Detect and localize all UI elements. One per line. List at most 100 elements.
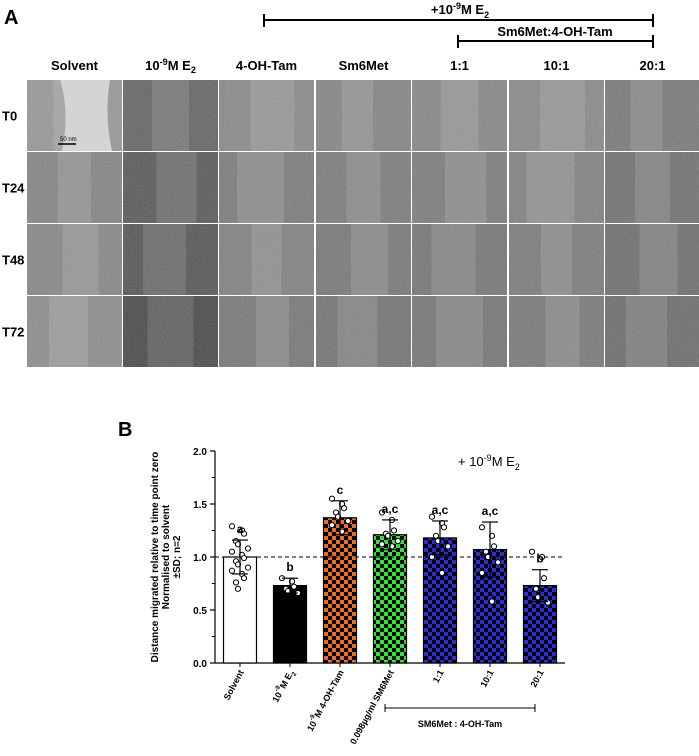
micrograph-tile — [509, 80, 604, 151]
micrograph-tile — [123, 224, 218, 295]
panel-b-label: B — [118, 419, 132, 441]
y-axis-label-line: ±SD; n=2 — [172, 535, 183, 578]
micrograph-tile — [605, 224, 699, 295]
bracket-ratio: Sm6Met:4-OH-Tam — [457, 24, 654, 48]
bar — [422, 537, 458, 664]
micrograph-tile — [316, 80, 411, 151]
micrograph-tile — [219, 80, 314, 151]
data-point — [240, 530, 248, 537]
solvent-t0-scratch: 50 nm — [58, 80, 112, 151]
data-point — [540, 575, 548, 582]
data-point — [340, 505, 348, 512]
x-tick-label: 10-9M E2 — [269, 667, 299, 706]
y-axis-label-line: Distance migrated relative to time point… — [150, 452, 161, 663]
data-point — [244, 545, 252, 552]
micrograph-tile — [123, 80, 218, 151]
column-label: 20:1 — [639, 58, 665, 73]
micrograph-tile — [509, 296, 604, 367]
column-label: 4-OH-Tam — [236, 58, 297, 73]
x-tick-label: 0.098µg/ml SM6Met — [348, 668, 396, 746]
micrograph-grid: 50 nm — [27, 80, 699, 367]
data-point — [428, 513, 436, 520]
x-tick-label: 1:1 — [431, 668, 446, 684]
data-point — [232, 579, 240, 586]
bracket-e2: +10-9M E2 — [263, 1, 654, 27]
significance-label: b — [536, 552, 543, 566]
data-point — [494, 559, 502, 566]
micrograph-tile — [123, 296, 218, 367]
x-tick-label: 10:1 — [478, 668, 495, 689]
data-point — [432, 532, 440, 539]
micrograph-tile — [605, 296, 699, 367]
y-tick-label: 1.5 — [193, 500, 207, 511]
data-point — [328, 522, 336, 529]
micrograph-tile — [27, 296, 122, 367]
data-point — [440, 524, 448, 531]
micrograph-tile — [412, 224, 507, 295]
row-labels: T0 T24 T48 T72 — [2, 109, 25, 340]
column-label: 10-9M E2 — [145, 57, 196, 75]
y-tick-label: 0.0 — [193, 659, 207, 670]
micrograph-tile — [27, 224, 122, 295]
data-point — [234, 585, 242, 592]
data-point — [532, 585, 540, 592]
group-label: SM6Met : 4-OH-Tam — [418, 719, 502, 729]
significance-labels: a b c a,c a,c a,c b — [237, 483, 544, 574]
micrograph-tile — [412, 296, 507, 367]
micrograph-tile — [509, 152, 604, 223]
micrograph-tile — [316, 224, 411, 295]
bar — [272, 585, 308, 664]
micrograph-tile — [219, 296, 314, 367]
data-point — [478, 569, 486, 577]
data-point — [528, 548, 536, 555]
bar — [372, 534, 408, 664]
data-point — [378, 509, 386, 516]
scale-bar-label: 50 nm — [60, 137, 77, 143]
micrograph-tile — [412, 80, 507, 151]
row-label: T48 — [2, 253, 24, 268]
x-tick-label: 20:1 — [528, 668, 545, 689]
column-label: Solvent — [51, 58, 99, 73]
micrograph-tile — [509, 224, 604, 295]
significance-label: a,c — [482, 504, 499, 518]
column-labels: Solvent 10-9M E2 4-OH-Tam Sm6Met 1:1 10:1 20:1 — [51, 57, 666, 75]
x-tick-label: Solvent — [222, 668, 246, 701]
data-point — [444, 543, 452, 550]
data-point — [240, 554, 248, 562]
micrograph-tile — [605, 80, 699, 151]
data-point — [244, 564, 252, 571]
bracket-ratio-label: Sm6Met:4-OH-Tam — [497, 24, 612, 39]
data-point — [478, 524, 486, 531]
column-label: 1:1 — [450, 58, 469, 73]
group-bracket: SM6Met : 4-OH-Tam — [384, 704, 536, 729]
e2-annotation: + 10-9M E2 — [458, 453, 520, 472]
column-label: Sm6Met — [339, 58, 390, 73]
y-tick-label: 1.0 — [193, 553, 207, 564]
y-tick-label: 0.5 — [193, 606, 207, 617]
bar — [322, 517, 358, 664]
data-point — [534, 594, 542, 601]
error-bars — [232, 500, 548, 603]
data-point — [390, 527, 398, 534]
micrograph-tile — [605, 152, 699, 223]
significance-label: b — [286, 560, 293, 574]
significance-label: c — [337, 483, 344, 497]
row-label: T72 — [2, 325, 24, 340]
data-point — [482, 548, 490, 555]
micrograph-tile — [316, 152, 411, 223]
data-points — [228, 495, 552, 606]
data-point — [344, 517, 352, 525]
y-axis-label-line: Normalised to solvent — [161, 504, 172, 609]
micrograph-tile — [316, 296, 411, 367]
data-point — [378, 541, 386, 548]
column-label: 10:1 — [543, 58, 569, 73]
data-point — [228, 523, 236, 530]
row-label: T24 — [2, 181, 25, 196]
row-label: T0 — [2, 109, 17, 124]
micrograph-tile — [123, 152, 218, 223]
data-point — [290, 583, 298, 590]
significance-label: a — [237, 522, 244, 536]
x-tick-label: 10-9M 4-OH-Tam — [303, 667, 346, 733]
